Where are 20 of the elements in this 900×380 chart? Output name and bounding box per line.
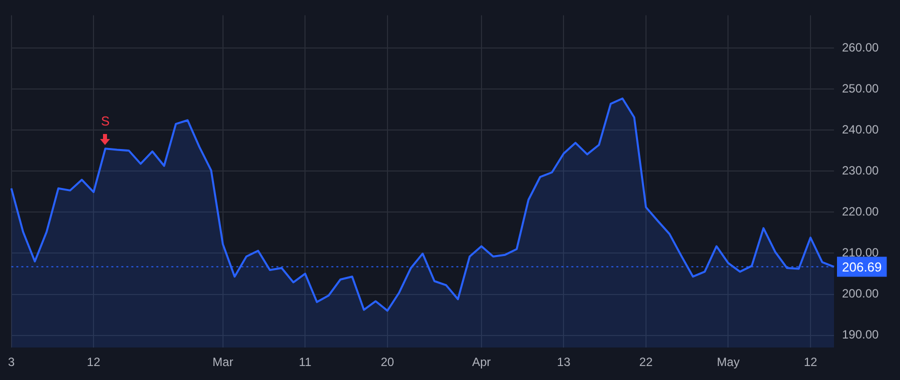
y-tick-label: 240.00: [842, 122, 880, 136]
x-tick-label: 20: [380, 355, 394, 370]
y-tick-label: 220.00: [842, 204, 880, 218]
ref-line-label: 206.69: [842, 259, 882, 274]
y-tick-label: 210.00: [842, 246, 880, 260]
y-tick-label: 250.00: [842, 81, 880, 96]
x-tick-label: 13: [557, 355, 571, 370]
x-tick-label: 3: [8, 355, 15, 370]
x-tick-label: Apr: [472, 355, 491, 370]
x-tick-label: 22: [639, 355, 653, 370]
annotation: S: [101, 114, 110, 129]
y-tick-label: 230.00: [842, 163, 880, 178]
y-tick-label: 190.00: [842, 328, 880, 342]
x-tick-label: 12: [804, 355, 818, 370]
x-tick-label: 12: [86, 355, 101, 370]
x-tick-label: 11: [298, 355, 312, 370]
y-tick-label: 200.00: [842, 286, 880, 301]
x-tick-label: May: [716, 355, 740, 370]
y-tick-label: 260.00: [842, 40, 880, 54]
x-tick-label: Mar: [212, 355, 234, 370]
